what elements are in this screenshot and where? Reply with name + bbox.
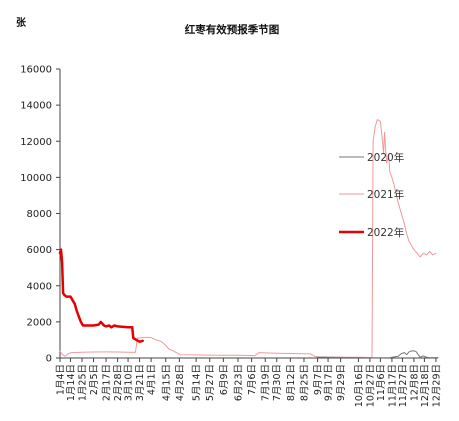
x-tick-label: 9月7日 (313, 364, 324, 395)
y-tick-label: 12000 (20, 137, 52, 148)
y-tick-label: 2000 (27, 317, 52, 328)
x-tick-label: 2月17日 (102, 364, 113, 401)
x-tick-label: 1月25日 (77, 364, 88, 401)
x-tick-label: 6月9日 (219, 364, 230, 395)
legend-label-2021: 2021年 (367, 188, 404, 201)
y-tick-label: 8000 (27, 209, 52, 220)
unit-label: 张 (16, 16, 27, 29)
x-tick-label: 2月28日 (113, 364, 124, 401)
x-tick-label: 8月12日 (286, 364, 297, 401)
series-line-2022 (58, 248, 144, 343)
x-tick-label: 12月18日 (420, 364, 431, 407)
x-tick-label: 7月19日 (261, 364, 272, 401)
x-tick-label: 4月15日 (161, 364, 172, 401)
x-tick-label: 4月28日 (175, 364, 186, 401)
x-tick-label: 3月10日 (124, 364, 135, 401)
x-tick-label: 6月23日 (234, 364, 245, 401)
y-tick-label: 14000 (20, 101, 52, 112)
x-tick-label: 7月30日 (272, 364, 283, 401)
y-tick-label: 16000 (20, 65, 52, 76)
x-tick-label: 7月6日 (247, 364, 258, 395)
x-tick-label: 10月27日 (365, 364, 376, 407)
x-tick-label: 11月27日 (398, 364, 409, 407)
series-layer (58, 119, 439, 359)
x-tick-label: 4月1日 (147, 364, 158, 395)
x-tick-label: 12月8日 (409, 364, 420, 401)
x-tick-label: 8月25日 (299, 364, 310, 401)
y-tick-label: 6000 (27, 245, 52, 256)
x-tick-label: 9月29日 (336, 364, 347, 401)
x-tick-label: 9月17日 (324, 364, 335, 401)
x-tick-label: 1月14日 (66, 364, 77, 401)
y-axis: 0 2000 4000 6000 8000 10000 12000 14000 16000 (20, 65, 61, 365)
x-axis: 1月4日 1月14日 1月25日 2月5日 2月17日 2月28日 3月10日 3月21日 4月… (56, 357, 442, 407)
y-tick-label: 10000 (20, 173, 52, 184)
x-tick-label: 5月14日 (192, 364, 203, 401)
legend-label-2020: 2020年 (367, 151, 404, 164)
x-tick-label: 10月16日 (354, 364, 365, 407)
series-line-2020 (317, 350, 439, 359)
y-tick-label: 0 (46, 354, 52, 365)
x-tick-label: 12月29日 (431, 364, 442, 407)
x-tick-label: 11月6日 (376, 364, 387, 401)
x-tick-label: 5月27日 (205, 364, 216, 401)
y-tick-label: 4000 (27, 281, 52, 292)
x-tick-label: 3月21日 (135, 364, 146, 401)
x-tick-label: 11月17日 (387, 364, 398, 407)
legend-label-2022: 2022年 (367, 226, 404, 239)
chart-title: 红枣有效预报季节图 (185, 23, 280, 36)
x-tick-label: 1月4日 (56, 364, 67, 395)
x-tick-label: 2月5日 (89, 364, 100, 395)
legend: 2020年 2021年 2022年 (339, 151, 404, 239)
